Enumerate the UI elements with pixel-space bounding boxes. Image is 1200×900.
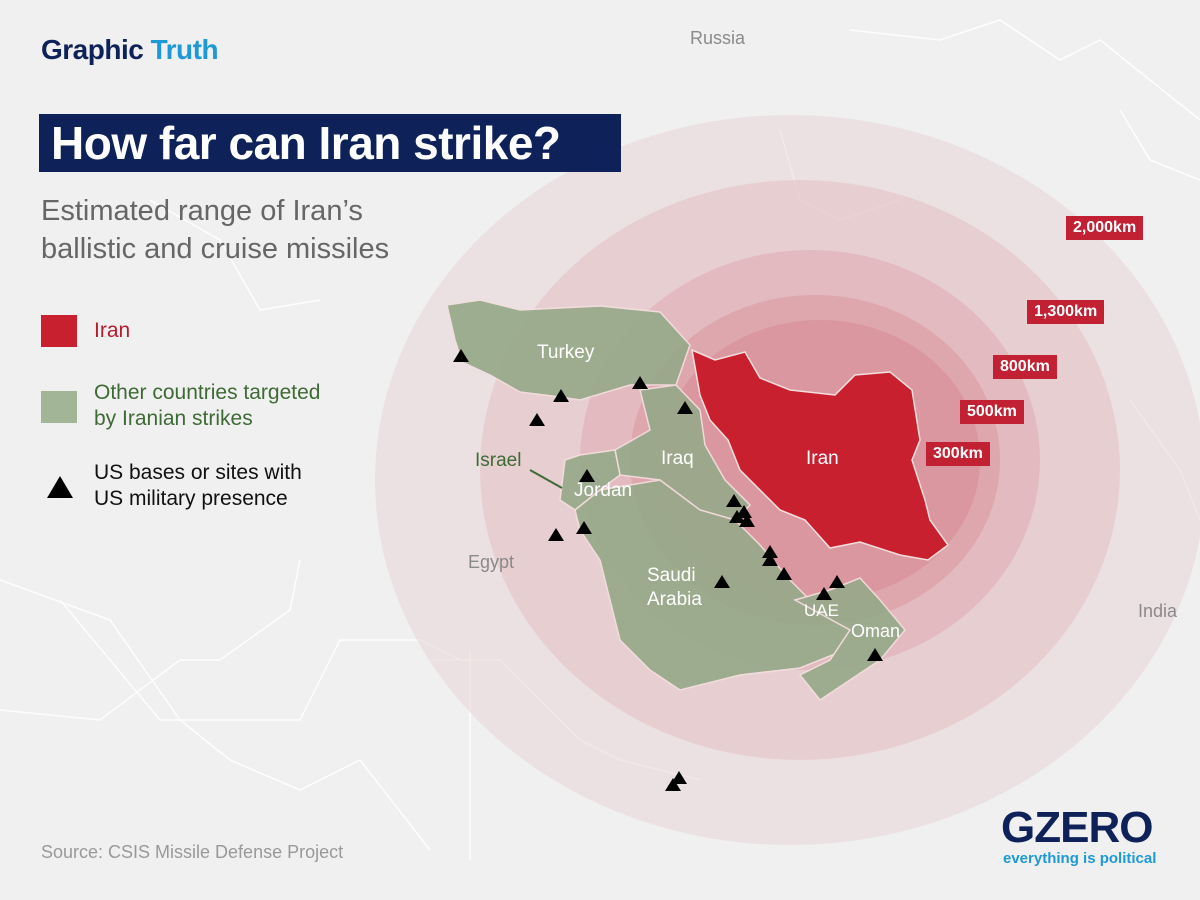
- us-base-marker: [453, 349, 469, 362]
- turkey-shape: [446, 299, 691, 401]
- legend-us-bases-label: US bases or sites with US military prese…: [94, 460, 302, 512]
- source-note: Source: CSIS Missile Defense Project: [41, 842, 344, 862]
- us-base-marker: [677, 401, 693, 414]
- us-base-marker: [632, 376, 648, 389]
- title-background: [39, 114, 621, 172]
- us-base-marker: [553, 389, 569, 402]
- triangle-icon: [47, 476, 73, 498]
- label-saudi-arabia: Saudi Arabia: [647, 564, 702, 612]
- brand-header: Graphic Truth: [41, 34, 219, 66]
- us-base-marker: [665, 778, 681, 791]
- label-russia: Russia: [690, 28, 746, 48]
- subtitle-line1: Estimated range of Iran’s: [41, 195, 363, 227]
- gzero-logo: GZERO: [1001, 803, 1153, 852]
- israel-leader-line: [529, 469, 563, 489]
- range-label-800km: 800km: [993, 355, 1057, 379]
- us-base-marker: [776, 567, 792, 580]
- label-jordan: Jordan: [574, 480, 633, 501]
- subtitle-line2: ballistic and cruise missiles: [41, 233, 390, 265]
- us-base-marker: [529, 413, 545, 426]
- legend-targeted-line2: by Iranian strikes: [94, 407, 253, 430]
- label-saudi-line1: Saudi: [647, 565, 696, 586]
- us-base-marker: [576, 521, 592, 534]
- us-base-marker: [726, 494, 742, 507]
- legend-targeted-swatch: [41, 391, 77, 423]
- legend-targeted-line1: Other countries targeted: [94, 381, 321, 404]
- page-title: How far can Iran strike?: [51, 117, 561, 169]
- legend-us-line2: US military presence: [94, 487, 288, 510]
- label-iran: Iran: [806, 448, 839, 469]
- label-turkey: Turkey: [537, 342, 595, 363]
- us-base-marker: [829, 575, 845, 588]
- label-saudi-line2: Arabia: [647, 589, 702, 610]
- subtitle: Estimated range of Iran’s ballistic and …: [41, 192, 461, 268]
- label-israel: Israel: [475, 450, 522, 471]
- range-label-1300km: 1,300km: [1027, 300, 1105, 324]
- range-label-500km: 500km: [960, 400, 1024, 424]
- us-base-marker: [579, 469, 595, 482]
- iran-shape: [691, 348, 950, 561]
- us-base-marker: [739, 514, 755, 527]
- legend-targeted-label: Other countries targeted by Iranian stri…: [94, 380, 320, 432]
- label-uae: UAE: [804, 601, 839, 620]
- legend-iran-label: Iran: [94, 319, 131, 342]
- us-base-marker: [714, 575, 730, 588]
- uae-oman-shape: [793, 577, 906, 702]
- label-iraq: Iraq: [661, 448, 694, 469]
- label-oman: Oman: [851, 621, 901, 641]
- range-label-300km: 300km: [926, 442, 990, 466]
- us-base-marker: [867, 648, 883, 661]
- brand-main: Graphic: [41, 34, 144, 65]
- us-base-marker: [816, 587, 832, 600]
- legend-us-line1: US bases or sites with: [94, 461, 302, 484]
- us-base-marker: [762, 553, 778, 566]
- label-egypt: Egypt: [468, 552, 515, 572]
- brand-accent: Truth: [150, 34, 219, 65]
- gzero-tagline: everything is political: [1003, 850, 1157, 867]
- label-india: India: [1138, 601, 1178, 621]
- range-label-2000km: 2,000km: [1066, 216, 1144, 240]
- us-base-marker: [548, 528, 564, 541]
- legend-iran-swatch: [41, 315, 77, 347]
